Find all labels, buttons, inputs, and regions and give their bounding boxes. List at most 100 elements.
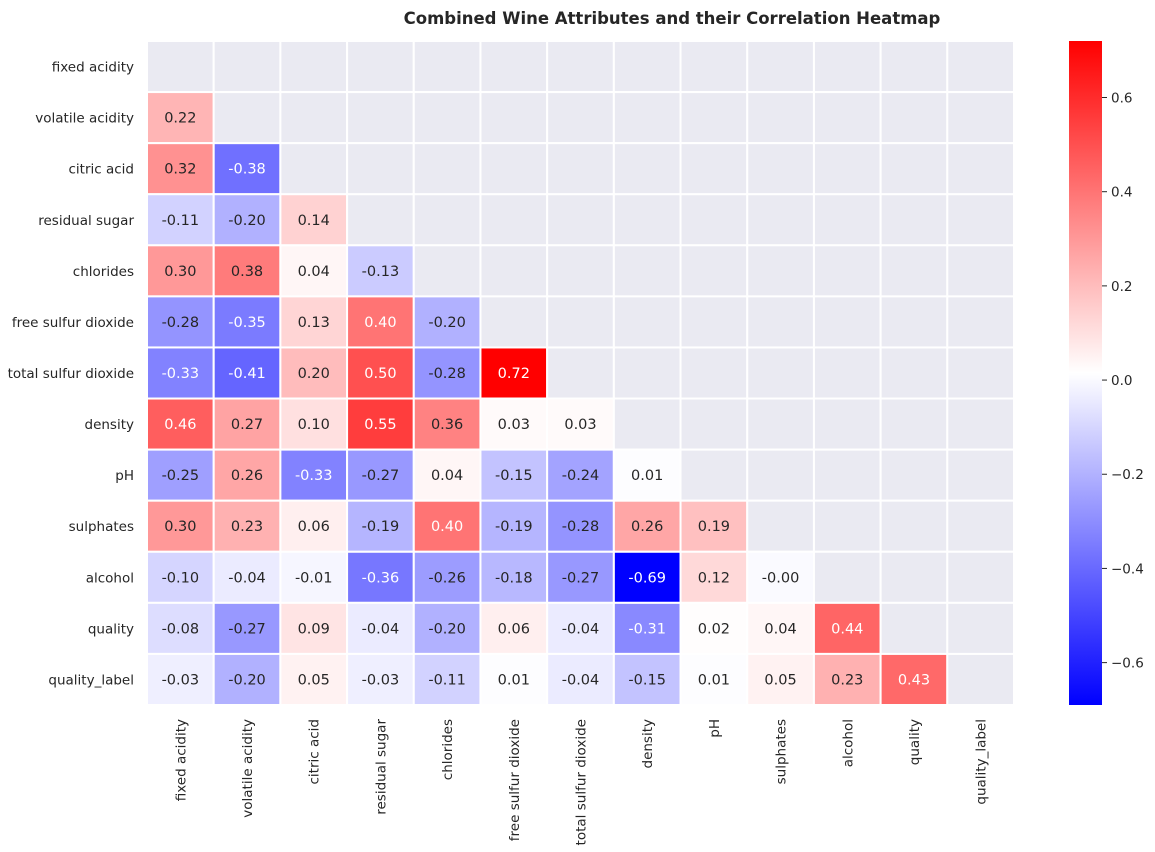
cell-value-label: 0.43 xyxy=(898,672,930,688)
cell-value-label: -0.13 xyxy=(362,264,400,280)
heatmap-masked-cell xyxy=(279,142,349,196)
heatmap-masked-cell xyxy=(946,91,1015,145)
heatmap-masked-cell xyxy=(812,448,882,502)
heatmap-masked-cell xyxy=(946,244,1015,298)
heatmap-masked-cell xyxy=(946,448,1015,502)
column-label: density xyxy=(640,719,656,769)
row-label: total sulfur dioxide xyxy=(8,366,134,382)
chart-title: Combined Wine Attributes and their Corre… xyxy=(404,9,941,28)
cell-value-label: 0.03 xyxy=(498,417,530,433)
cell-value-label: -0.10 xyxy=(162,570,200,586)
cell-value-label: -0.04 xyxy=(362,621,400,637)
heatmap-masked-cell xyxy=(546,295,615,349)
heatmap-masked-cell xyxy=(946,550,1015,604)
heatmap-cell xyxy=(412,397,482,451)
row-label: quality_label xyxy=(48,672,134,688)
cell-value-label: 0.04 xyxy=(764,621,796,637)
heatmap-masked-cell xyxy=(679,91,749,145)
cell-value-label: 0.23 xyxy=(831,672,863,688)
cell-value-label: -0.28 xyxy=(428,366,466,382)
heatmap-masked-cell xyxy=(479,193,549,247)
row-label: sulphates xyxy=(69,519,134,535)
cell-value-label: 0.06 xyxy=(498,621,530,637)
row-label: fixed acidity xyxy=(52,60,134,76)
heatmap-masked-cell xyxy=(879,346,949,400)
heatmap-masked-cell xyxy=(612,244,682,298)
cell-value-label: 0.04 xyxy=(298,264,330,280)
cell-value-label: 0.01 xyxy=(631,468,663,484)
cell-value-label: -0.24 xyxy=(562,468,600,484)
heatmap-cell xyxy=(746,601,815,655)
heatmap-masked-cell xyxy=(546,244,615,298)
cell-value-label: 0.05 xyxy=(298,672,330,688)
cell-value-label: -0.41 xyxy=(228,366,266,382)
heatmap-masked-cell xyxy=(746,193,815,247)
heatmap-masked-cell xyxy=(946,142,1015,196)
cell-value-label: 0.40 xyxy=(364,315,396,331)
heatmap-masked-cell xyxy=(946,499,1015,553)
row-label: citric acid xyxy=(69,162,135,178)
cell-value-label: 0.04 xyxy=(431,468,463,484)
heatmap-cells: 0.22 0.32 -0.38 -0.11 -0.20 0.14 0.30 0.38 0.04 -… xyxy=(146,40,1015,707)
heatmap-masked-cell xyxy=(746,91,815,145)
heatmap-masked-cell xyxy=(879,448,949,502)
cell-value-label: 0.13 xyxy=(298,315,330,331)
heatmap-masked-cell xyxy=(612,142,682,196)
colorbar: −0.6 −0.4 −0.2 0.0 0.2 0.4 0.6 xyxy=(1069,41,1144,705)
heatmap-masked-cell xyxy=(812,40,882,94)
heatmap-masked-cell xyxy=(612,40,682,94)
heatmap-cell xyxy=(212,244,282,298)
heatmap-cell xyxy=(346,346,415,400)
heatmap-masked-cell xyxy=(746,244,815,298)
heatmap-cell xyxy=(412,295,482,349)
heatmap-masked-cell xyxy=(879,295,949,349)
cell-value-label: 0.09 xyxy=(298,621,330,637)
heatmap-masked-cell xyxy=(612,193,682,247)
heatmap-cell xyxy=(146,652,215,707)
heatmap-cell xyxy=(879,652,949,707)
heatmap-cell xyxy=(146,346,215,400)
cell-value-label: 0.30 xyxy=(164,519,196,535)
heatmap-masked-cell xyxy=(946,346,1015,400)
heatmap-cell xyxy=(212,346,282,400)
cell-value-label: -0.28 xyxy=(162,315,200,331)
row-label: volatile acidity xyxy=(35,111,134,127)
heatmap-cell xyxy=(546,652,615,707)
heatmap-masked-cell xyxy=(279,40,349,94)
heatmap-masked-cell xyxy=(479,244,549,298)
cell-value-label: -0.04 xyxy=(562,672,600,688)
heatmap-masked-cell xyxy=(946,295,1015,349)
heatmap-masked-cell xyxy=(412,142,482,196)
heatmap-masked-cell xyxy=(812,397,882,451)
column-label: citric acid xyxy=(307,719,323,785)
colorbar-gradient xyxy=(1069,41,1102,705)
cell-value-label: -0.18 xyxy=(495,570,533,586)
cell-value-label: 0.01 xyxy=(498,672,530,688)
heatmap-masked-cell xyxy=(746,142,815,196)
heatmap-masked-cell xyxy=(746,40,815,94)
heatmap-cell xyxy=(679,550,749,604)
cell-value-label: 0.46 xyxy=(164,417,196,433)
heatmap-masked-cell xyxy=(879,142,949,196)
cell-value-label: -0.69 xyxy=(628,570,666,586)
heatmap-cell xyxy=(546,601,615,655)
heatmap-cell xyxy=(346,244,415,298)
heatmap-masked-cell xyxy=(346,193,415,247)
heatmap-cell xyxy=(146,601,215,655)
row-label: chlorides xyxy=(73,264,134,280)
heatmap-masked-cell xyxy=(479,295,549,349)
heatmap-masked-cell xyxy=(612,91,682,145)
heatmap-masked-cell xyxy=(479,142,549,196)
heatmap-masked-cell xyxy=(746,499,815,553)
heatmap-masked-cell xyxy=(412,91,482,145)
cell-value-label: -0.25 xyxy=(162,468,200,484)
heatmap-masked-cell xyxy=(612,397,682,451)
cell-value-label: -0.31 xyxy=(628,621,666,637)
cell-value-label: -0.03 xyxy=(362,672,400,688)
cell-value-label: -0.27 xyxy=(228,621,266,637)
colorbar-tick-label: 0.4 xyxy=(1111,185,1132,201)
heatmap-cell xyxy=(479,346,549,400)
cell-value-label: 0.19 xyxy=(698,519,730,535)
heatmap-cell xyxy=(612,601,682,655)
cell-value-label: 0.27 xyxy=(231,417,263,433)
